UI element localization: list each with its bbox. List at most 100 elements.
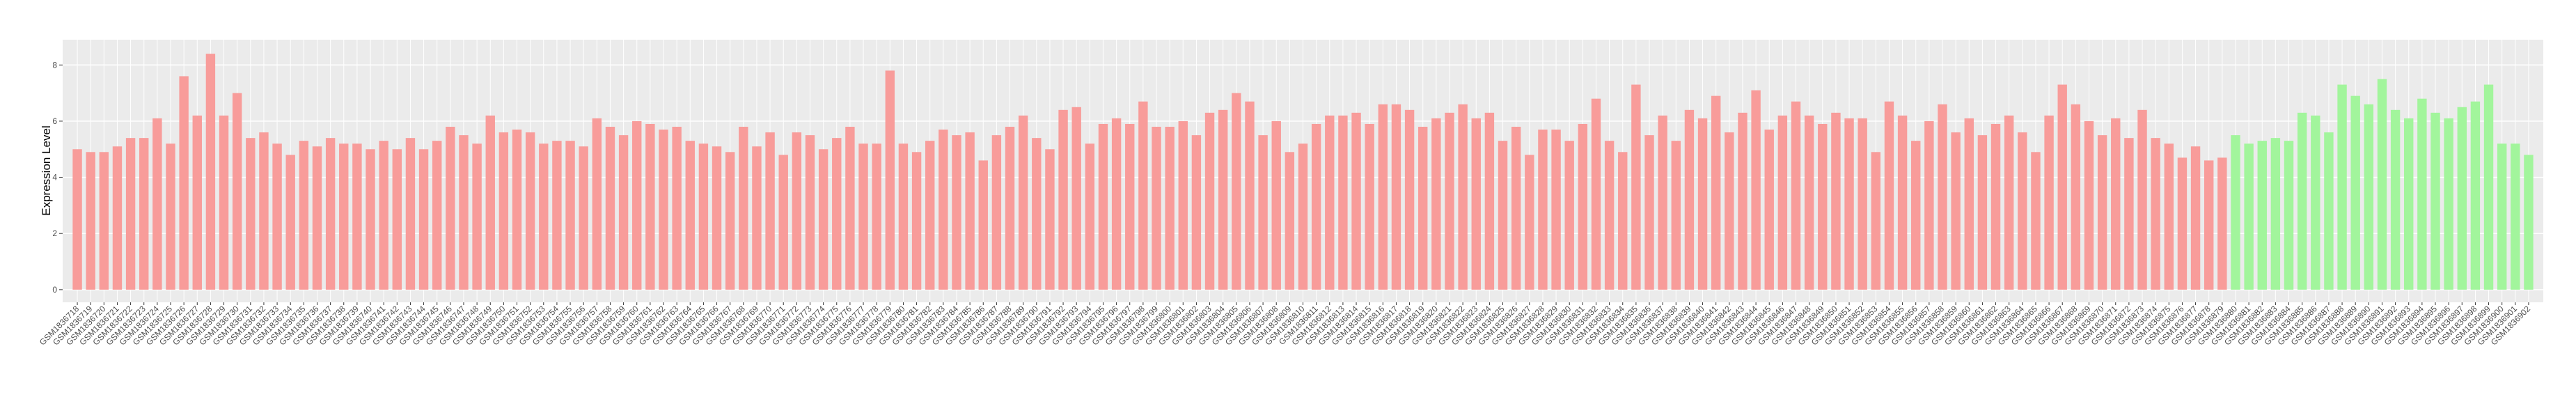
bar xyxy=(765,132,775,290)
bar xyxy=(2483,84,2494,290)
bar xyxy=(2524,155,2534,290)
bar xyxy=(2244,143,2254,290)
bar xyxy=(579,146,588,290)
bar xyxy=(1085,143,1095,290)
bar xyxy=(645,123,655,290)
bar xyxy=(885,70,895,290)
bar xyxy=(1658,115,1667,290)
bar xyxy=(485,115,495,290)
bar xyxy=(1431,118,1441,290)
bar xyxy=(1764,130,1774,290)
bar xyxy=(72,149,82,290)
bar xyxy=(1138,101,1148,290)
y-tick-label: 6 xyxy=(52,116,57,126)
bar xyxy=(2217,157,2227,290)
bar xyxy=(472,143,482,290)
bar xyxy=(312,146,322,290)
bar xyxy=(1125,123,1135,290)
bar xyxy=(2164,143,2174,290)
bar xyxy=(272,143,282,290)
bar xyxy=(1604,141,1615,290)
bar xyxy=(792,132,802,290)
bar xyxy=(1258,135,1268,290)
bar xyxy=(1725,132,1734,290)
bar xyxy=(592,118,602,290)
bar xyxy=(2097,135,2107,290)
bar xyxy=(2071,104,2081,290)
bar xyxy=(2284,141,2294,290)
bar xyxy=(1804,115,1814,290)
bar xyxy=(1738,112,1748,290)
bar xyxy=(778,155,788,290)
bar xyxy=(498,132,509,290)
bar xyxy=(2417,98,2427,290)
bar xyxy=(1232,93,1241,290)
bar xyxy=(1404,109,1415,290)
bar xyxy=(1298,143,1308,290)
bar xyxy=(1458,104,1468,290)
bar xyxy=(139,138,149,290)
bar xyxy=(1045,149,1055,290)
bar xyxy=(752,146,762,290)
bar xyxy=(1178,121,1188,290)
bar xyxy=(539,143,549,290)
bar xyxy=(525,132,535,290)
bar xyxy=(1032,138,1042,290)
bar xyxy=(339,143,349,290)
bar xyxy=(1471,118,1481,290)
bar xyxy=(152,118,162,290)
bar xyxy=(898,143,909,290)
bar xyxy=(1711,95,1721,290)
bar xyxy=(2270,138,2281,290)
bar xyxy=(432,141,442,290)
bar xyxy=(2497,143,2507,290)
bar xyxy=(2190,146,2201,290)
bar xyxy=(2444,118,2453,290)
bar xyxy=(285,155,295,290)
bar xyxy=(1311,123,1321,290)
bar xyxy=(1338,115,1348,290)
bar xyxy=(805,135,815,290)
y-axis-label: Expression Level xyxy=(40,125,53,215)
bar xyxy=(2297,112,2307,290)
bar xyxy=(1990,123,2001,290)
bar xyxy=(232,93,242,290)
bar xyxy=(379,141,388,290)
bar xyxy=(1005,126,1015,290)
bar xyxy=(99,152,109,290)
bar xyxy=(925,141,935,290)
bar xyxy=(845,126,855,290)
bar xyxy=(446,126,455,290)
y-tick-label: 2 xyxy=(52,228,57,238)
bar xyxy=(2430,112,2440,290)
bar xyxy=(1551,130,1561,290)
bar xyxy=(1938,104,1947,290)
bar xyxy=(125,138,136,290)
bar xyxy=(1791,101,1801,290)
bar xyxy=(1644,135,1654,290)
bar xyxy=(1071,107,1081,290)
y-tick-label: 0 xyxy=(52,285,57,295)
bar xyxy=(911,152,922,290)
bar xyxy=(366,149,375,290)
bar xyxy=(2018,132,2027,290)
bar xyxy=(179,76,189,290)
bar xyxy=(1418,126,1428,290)
bar xyxy=(952,135,961,290)
bar xyxy=(605,126,615,290)
bar xyxy=(1165,126,1175,290)
bar xyxy=(2377,79,2387,290)
bar xyxy=(2350,95,2360,290)
bar xyxy=(392,149,402,290)
bar xyxy=(672,126,682,290)
bar xyxy=(1697,118,1708,290)
bar xyxy=(1058,109,1068,290)
bar xyxy=(166,143,175,290)
bar xyxy=(1578,123,1588,290)
bar xyxy=(1204,112,1215,290)
bar xyxy=(2124,138,2134,290)
bar xyxy=(512,130,522,290)
bar xyxy=(2031,152,2041,290)
bar xyxy=(86,152,95,290)
bar xyxy=(259,132,269,290)
